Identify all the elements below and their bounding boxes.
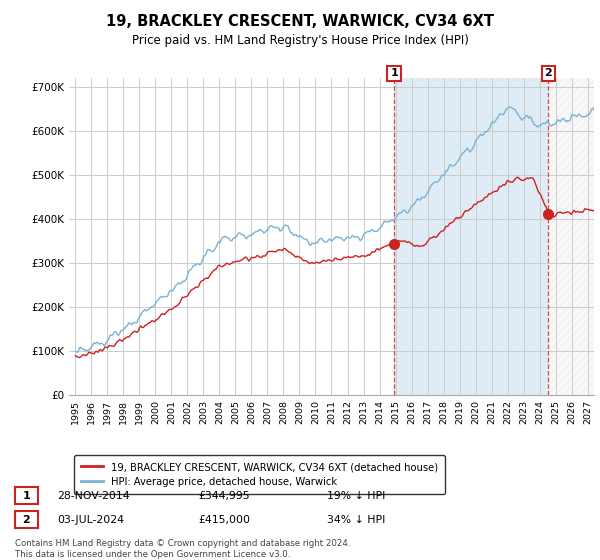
Bar [394,78,548,395]
Text: 1: 1 [390,68,398,78]
Text: 2: 2 [23,515,30,525]
Text: £415,000: £415,000 [198,515,250,525]
Text: Price paid vs. HM Land Registry's House Price Index (HPI): Price paid vs. HM Land Registry's House … [131,34,469,46]
Text: £344,995: £344,995 [198,491,250,501]
Text: 34% ↓ HPI: 34% ↓ HPI [327,515,385,525]
Text: 19, BRACKLEY CRESCENT, WARWICK, CV34 6XT: 19, BRACKLEY CRESCENT, WARWICK, CV34 6XT [106,14,494,29]
Text: 28-NOV-2014: 28-NOV-2014 [57,491,130,501]
Legend: 19, BRACKLEY CRESCENT, WARWICK, CV34 6XT (detached house), HPI: Average price, d: 19, BRACKLEY CRESCENT, WARWICK, CV34 6XT… [74,455,445,494]
Text: 03-JUL-2024: 03-JUL-2024 [57,515,124,525]
Text: 2: 2 [544,68,552,78]
Text: 19% ↓ HPI: 19% ↓ HPI [327,491,385,501]
Text: Contains HM Land Registry data © Crown copyright and database right 2024.
This d: Contains HM Land Registry data © Crown c… [15,539,350,559]
Text: 1: 1 [23,491,30,501]
Bar [548,78,596,395]
